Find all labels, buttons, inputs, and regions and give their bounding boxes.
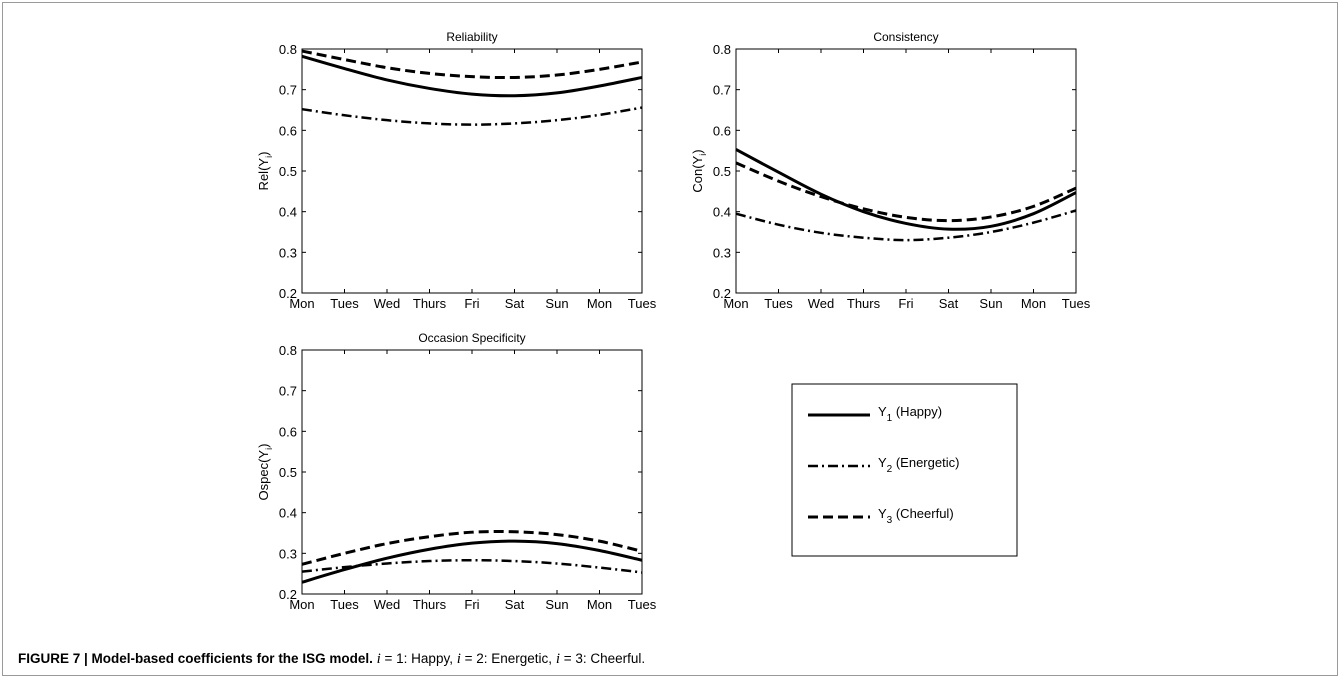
xtick-label-occasion: Tues — [628, 597, 657, 612]
xtick-label-occasion: Wed — [374, 597, 401, 612]
legend-label-y3: Y3 (Cheerful) — [878, 506, 954, 526]
ylabel-consistency: Con(Yi) — [690, 149, 708, 192]
series-line-occasion-y3 — [301, 530, 643, 566]
ytick-label-occasion: 0.6 — [279, 424, 297, 439]
xtick-label-consistency: Mon — [1021, 296, 1046, 311]
xtick-label-reliability: Tues — [330, 296, 359, 311]
legend: Y1 (Happy) Y2 (Energetic) Y3 (Cheerful) — [791, 383, 1018, 557]
caption-part-2: i = 2: Energetic, — [456, 651, 556, 667]
series-line-occasion-y2 — [301, 558, 643, 574]
ytick-label-consistency: 0.8 — [713, 42, 731, 57]
legend-box — [791, 383, 1018, 557]
ytick-label-reliability: 0.4 — [279, 205, 297, 220]
ytick-label-occasion: 0.8 — [279, 343, 297, 358]
ytick-label-consistency: 0.3 — [713, 245, 731, 260]
ytick-label-occasion: 0.2 — [279, 587, 297, 602]
ytick-label-occasion: 0.5 — [279, 465, 297, 480]
plot-area-occasion — [301, 349, 643, 595]
ytick-label-reliability: 0.7 — [279, 83, 297, 98]
xtick-label-reliability: Mon — [587, 296, 612, 311]
chart-consistency: Consistency 0.2 0.3 0.4 0.5 0.6 0.7 0.8 Mon Tues W… — [690, 30, 1091, 311]
xtick-label-occasion: Thurs — [413, 597, 447, 612]
ytick-label-reliability: 0.8 — [279, 42, 297, 57]
xtick-label-reliability: Tues — [628, 296, 657, 311]
caption-var-3: i — [555, 651, 560, 667]
xtick-label-consistency: Mon — [723, 296, 748, 311]
xtick-label-reliability: Mon — [289, 296, 314, 311]
xtick-label-reliability: Wed — [374, 296, 401, 311]
xtick-label-consistency: Wed — [808, 296, 835, 311]
ytick-label-consistency: 0.7 — [713, 83, 731, 98]
series-line-reliability-y3 — [301, 49, 643, 80]
legend-label-y1: Y1 (Happy) — [878, 404, 942, 424]
caption-part-1: i = 1: Happy, — [376, 651, 457, 667]
plot-area-consistency — [735, 48, 1077, 294]
series-line-reliability-y1 — [301, 54, 643, 98]
series-line-consistency-y1 — [735, 148, 1077, 231]
caption-bold: FIGURE 7 | Model-based coefficients for … — [18, 651, 373, 666]
caption-text-1: = 1: Happy, — [380, 651, 457, 666]
xtick-label-reliability: Thurs — [413, 296, 447, 311]
ytick-label-occasion: 0.4 — [279, 506, 297, 521]
ylabel-occasion: Ospec(Yi) — [256, 444, 274, 501]
xtick-label-consistency: Sat — [939, 296, 959, 311]
legend-label-y2: Y2 (Energetic) — [878, 455, 959, 475]
xtick-label-occasion: Sun — [545, 597, 568, 612]
xtick-label-occasion: Mon — [289, 597, 314, 612]
ytick-label-consistency: 0.6 — [713, 123, 731, 138]
ytick-label-consistency: 0.5 — [713, 164, 731, 179]
ylabel-reliability: Rel(Yi) — [256, 152, 274, 191]
xtick-label-reliability: Fri — [464, 296, 479, 311]
xtick-label-reliability: Sat — [505, 296, 525, 311]
chart-title-occasion: Occasion Specificity — [418, 331, 525, 345]
figure-caption: FIGURE 7 | Model-based coefficients for … — [18, 651, 645, 668]
ytick-label-consistency: 0.4 — [713, 205, 731, 220]
ytick-label-reliability: 0.6 — [279, 123, 297, 138]
chart-reliability: Reliability 0.2 0.3 0.4 0.5 0.6 0.7 0.8 Mon Tues W… — [256, 30, 657, 311]
series-line-consistency-y3 — [735, 161, 1077, 223]
xtick-label-reliability: Sun — [545, 296, 568, 311]
plot-area-reliability — [301, 48, 643, 294]
series-line-consistency-y2 — [735, 209, 1077, 242]
xtick-label-occasion: Fri — [464, 597, 479, 612]
chart-occasion: Occasion Specificity 0.2 0.3 0.4 0.5 0.6 0.7 0.… — [256, 331, 657, 612]
xtick-label-consistency: Sun — [979, 296, 1002, 311]
caption-text-2: = 2: Energetic, — [460, 651, 556, 666]
caption-text-3: = 3: Cheerful. — [559, 651, 646, 666]
ytick-label-reliability: 0.2 — [279, 286, 297, 301]
xtick-label-consistency: Tues — [1062, 296, 1091, 311]
caption-part-3: i = 3: Cheerful. — [555, 651, 646, 667]
ytick-label-occasion: 0.3 — [279, 546, 297, 561]
series-line-reliability-y2 — [301, 106, 643, 126]
series-line-occasion-y1 — [301, 539, 643, 584]
ytick-label-consistency: 0.2 — [713, 286, 731, 301]
xtick-label-consistency: Tues — [764, 296, 793, 311]
xtick-label-consistency: Thurs — [847, 296, 881, 311]
xtick-label-occasion: Sat — [505, 597, 525, 612]
ytick-label-reliability: 0.5 — [279, 164, 297, 179]
caption-var-1: i — [376, 651, 381, 667]
ytick-label-occasion: 0.7 — [279, 384, 297, 399]
chart-title-consistency: Consistency — [873, 30, 938, 44]
caption-var-2: i — [456, 651, 461, 667]
xtick-label-occasion: Tues — [330, 597, 359, 612]
xtick-label-consistency: Fri — [898, 296, 913, 311]
ytick-label-reliability: 0.3 — [279, 245, 297, 260]
chart-title-reliability: Reliability — [446, 30, 497, 44]
xtick-label-occasion: Mon — [587, 597, 612, 612]
